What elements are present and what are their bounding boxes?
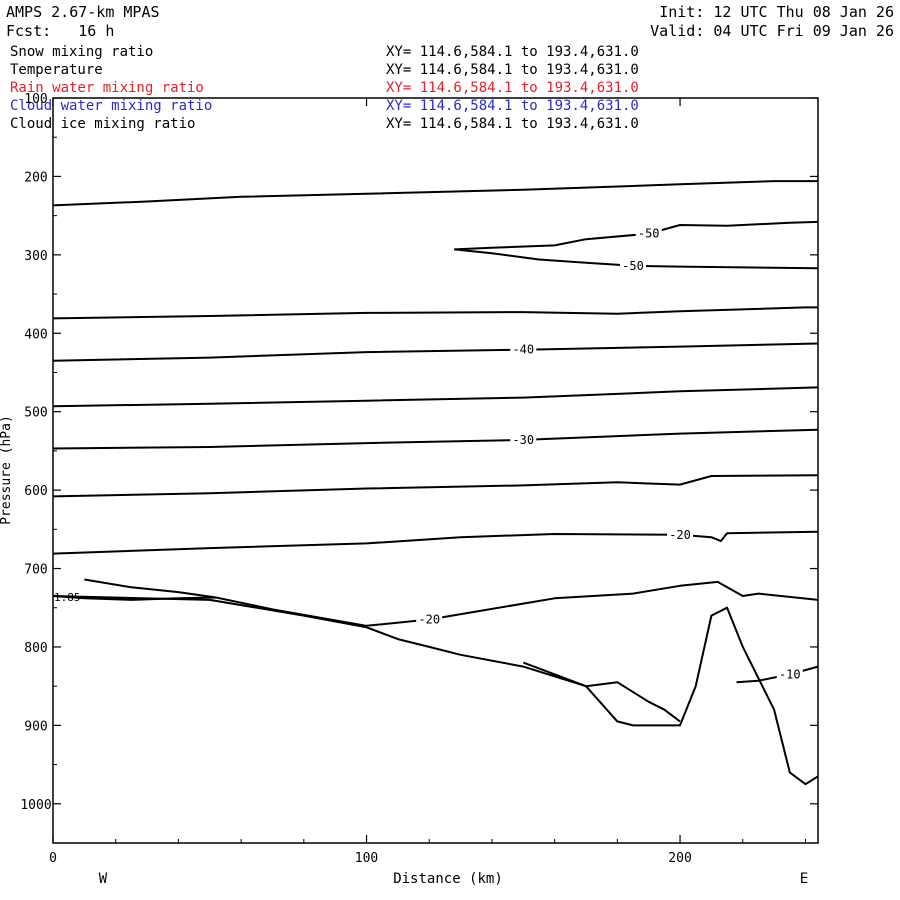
field-name-temperature: Temperature — [10, 62, 103, 78]
valid-time: Valid: 04 UTC Fri 09 Jan 26 — [650, 22, 894, 40]
x-tick-label-0: 0 — [49, 851, 57, 866]
field-xy-cloud-ice: XY= 114.6,584.1 to 193.4,631.0 — [386, 116, 639, 132]
field-xy-cloud-water: XY= 114.6,584.1 to 193.4,631.0 — [386, 98, 639, 114]
contour-label-bg-4 — [510, 342, 537, 357]
terrain-line-13 — [522, 661, 681, 723]
y-axis-label: Pressure (hPa) — [0, 415, 14, 525]
y-tick-label-400: 400 — [24, 327, 47, 342]
east-label: E — [800, 871, 808, 887]
forecast-hour: Fcst: 16 h — [6, 22, 115, 40]
isotherm-line-11 — [736, 665, 819, 684]
model-title: AMPS 2.67-km MPAS — [6, 3, 160, 21]
y-tick-label-900: 900 — [24, 719, 47, 734]
contour-label-bg-11 — [776, 667, 803, 682]
contour-label-bg-8 — [667, 527, 694, 542]
x-tick-label-100: 100 — [355, 851, 378, 866]
field-xy-snow: XY= 114.6,584.1 to 193.4,631.0 — [386, 44, 639, 60]
contour-label-8: -20 — [669, 528, 691, 542]
contour-label-1: -50 — [638, 227, 660, 241]
isotherm-line-4 — [52, 342, 819, 362]
terrain-line-12 — [52, 595, 819, 786]
contour-label-4: -40 — [512, 343, 534, 357]
x-axis-label: Distance (km) — [393, 871, 503, 887]
isotherm-line-0 — [52, 180, 818, 207]
y-tick-label-700: 700 — [24, 563, 47, 578]
plot-frame — [52, 97, 819, 844]
contour-label-11: -10 — [779, 667, 801, 681]
contour-label-bg-2 — [620, 258, 647, 273]
y-tick-label-100: 100 — [24, 92, 47, 107]
isotherm-line-8 — [52, 530, 819, 555]
isotherm-line-3 — [52, 306, 818, 320]
isotherm-line-5 — [52, 386, 819, 408]
contour-label-bg-1 — [635, 226, 662, 241]
field-xy-temperature: XY= 114.6,584.1 to 193.4,631.0 — [386, 62, 639, 78]
field-name-cloud-water: Cloud water mixing ratio — [10, 98, 213, 114]
contour-label-2: -50 — [622, 259, 644, 273]
y-tick-label-800: 800 — [24, 641, 47, 656]
field-name-snow: Snow mixing ratio — [10, 44, 154, 60]
isotherm-line-7 — [52, 474, 819, 498]
field-name-rain: Rain water mixing ratio — [10, 80, 204, 96]
contour-label-bg-6 — [510, 432, 537, 447]
field-xy-rain: XY= 114.6,584.1 to 193.4,631.0 — [386, 80, 639, 96]
field-name-cloud-ice: Cloud ice mixing ratio — [10, 116, 196, 132]
west-label: W — [99, 871, 108, 887]
y-tick-label-1000: 1000 — [20, 798, 51, 813]
isotherm-line-10 — [84, 578, 217, 599]
x-tick-label-200: 200 — [668, 851, 691, 866]
isotherm-line-6 — [52, 428, 819, 450]
surface-pressure-label: 1.85 — [54, 591, 81, 604]
contour-label-6: -30 — [512, 433, 534, 447]
y-tick-label-200: 200 — [24, 170, 47, 185]
isotherm-line-2 — [454, 248, 819, 270]
contour-label-bg-9 — [416, 612, 443, 627]
y-tick-label-600: 600 — [24, 484, 47, 499]
y-tick-label-500: 500 — [24, 406, 47, 421]
y-tick-label-300: 300 — [24, 249, 47, 264]
init-time: Init: 12 UTC Thu 08 Jan 26 — [659, 3, 894, 21]
contour-label-9: -20 — [418, 613, 440, 627]
